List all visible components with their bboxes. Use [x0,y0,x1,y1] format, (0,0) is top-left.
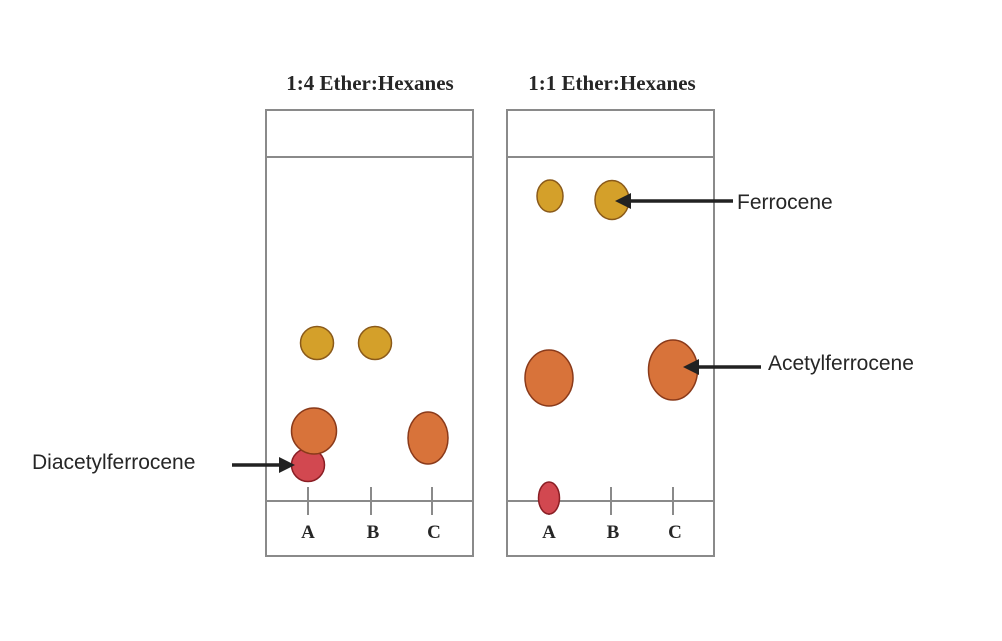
plate-2-lane-c-label: C [668,522,682,543]
plate-1-lane-a-label: A [301,522,315,543]
plate-2-lane-a-label: A [542,522,556,543]
callout-ferrocene: Ferrocene [615,191,833,214]
plate-1-title: 1:4 Ether:Hexanes [286,71,453,95]
plate-2-lane-a-ferrocene-spot [536,179,564,213]
ferrocene-label: Ferrocene [737,191,833,214]
plate-2-title: 1:1 Ether:Hexanes [528,71,695,95]
plate-1-lane-c-acetylferrocene-spot [407,411,449,465]
plate-1-lane-b-label: B [367,522,380,543]
tlc-plate-2: 1:1 Ether:Hexanes A B C [506,71,715,557]
plate-2-lane-a-acetylferrocene-spot [524,349,574,407]
acetylferrocene-arrowhead [683,359,699,375]
acetylferrocene-label: Acetylferrocene [768,352,914,375]
plate-1-lane-a-ferrocene-spot [299,325,335,361]
tlc-plate-1: 1:4 Ether:Hexanes A B C [265,71,474,557]
plate-1-lane-c-label: C [427,522,441,543]
diacetylferrocene-arrowhead [279,457,295,473]
plate-2-lane-a-diacetylferrocene-spot [537,481,561,515]
diacetylferrocene-label: Diacetylferrocene [32,451,195,474]
plate-1-lane-b-ferrocene-spot [357,325,393,361]
callout-diacetylferrocene: Diacetylferrocene [32,451,295,474]
plate-1-lane-a-acetylferrocene-spot [290,407,338,455]
ferrocene-arrowhead [615,193,631,209]
callout-acetylferrocene: Acetylferrocene [683,352,914,375]
plate-2-lane-b-label: B [607,522,620,543]
